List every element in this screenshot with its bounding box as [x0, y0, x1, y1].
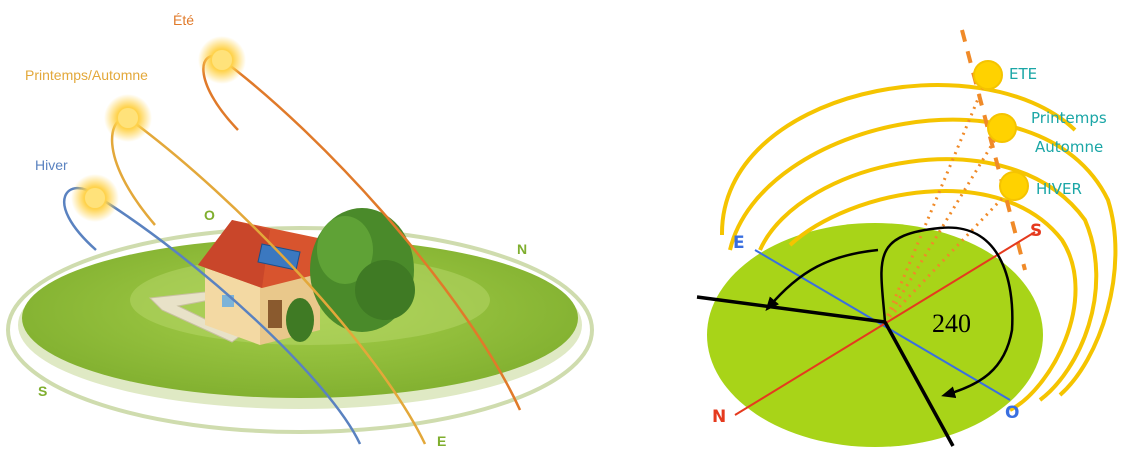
ground-ellipse — [707, 223, 1043, 447]
orientation-line-down — [883, 321, 955, 447]
winter-arc — [788, 189, 1078, 412]
label-hiver: HIVER — [1036, 180, 1082, 198]
dir-north: N — [517, 241, 527, 257]
dir-o: O — [1005, 403, 1019, 423]
winter-sun-path — [63, 186, 362, 445]
dir-south: S — [38, 383, 47, 399]
spring-autumn-sun-path — [110, 116, 427, 445]
dir-west: O — [204, 207, 215, 223]
label-winter: Hiver — [35, 157, 68, 173]
tree — [286, 208, 415, 342]
label-automne: Automne — [1035, 138, 1103, 156]
ray-spring — [883, 127, 1004, 323]
summer-sun-path — [202, 55, 522, 411]
dir-s: S — [1030, 221, 1042, 241]
orientation-line-left — [696, 295, 886, 324]
label-printemps: Printemps — [1031, 109, 1107, 127]
outer-arc — [719, 83, 1077, 236]
ray-summer — [883, 74, 990, 323]
sun-spring-autumn — [987, 113, 1017, 143]
angle-label: 240 — [932, 309, 971, 338]
label-summer: Été — [173, 12, 194, 28]
outer-ring — [6, 226, 594, 434]
summer-arc — [728, 117, 1118, 397]
meridian-dashed — [960, 29, 1027, 271]
dir-n: N — [712, 407, 726, 427]
angle-arc — [880, 226, 1014, 399]
sun-summer — [973, 60, 1003, 90]
dir-east: E — [437, 433, 446, 449]
ray-winter — [883, 186, 1014, 324]
sun-winter — [999, 171, 1029, 201]
label-spring-autumn: Printemps/Automne — [25, 67, 148, 83]
dir-e: E — [733, 233, 745, 253]
spring-autumn-arc — [758, 157, 1099, 402]
angle-arc-left — [765, 248, 879, 312]
label-ete: ETE — [1009, 65, 1037, 83]
